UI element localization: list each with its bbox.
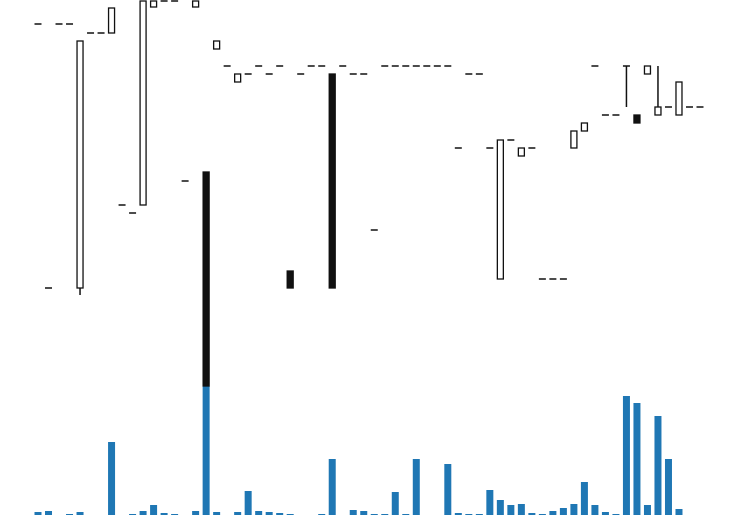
- volume-bar: [643, 505, 651, 515]
- volume-bar: [160, 513, 168, 515]
- candle-body: [633, 114, 641, 124]
- candle-body: [654, 106, 662, 116]
- candle-body: [580, 122, 589, 132]
- volume-bar: [549, 511, 557, 515]
- candle-body: [212, 40, 221, 50]
- volume-bar: [360, 511, 368, 515]
- volume-bar: [108, 442, 116, 515]
- volume-bar: [528, 513, 536, 515]
- volume-bar: [391, 492, 399, 515]
- candle-body: [191, 0, 200, 8]
- volume-bar: [412, 459, 420, 515]
- volume-bar: [244, 491, 252, 515]
- volume-bar: [591, 505, 599, 515]
- volume-bar: [580, 482, 588, 515]
- volume-bar: [496, 500, 504, 515]
- candle-body: [570, 130, 578, 149]
- candle-body: [496, 139, 504, 280]
- candle-body: [76, 40, 84, 289]
- candle-body: [328, 73, 336, 289]
- candle-body: [675, 81, 683, 116]
- volume-bar: [45, 511, 53, 515]
- candle-body: [139, 0, 147, 206]
- volume-bar: [349, 510, 357, 515]
- candle-body: [107, 7, 116, 34]
- volume-bar: [601, 512, 609, 515]
- volume-bar: [570, 504, 578, 515]
- volume-bar: [622, 396, 630, 515]
- volume-bar: [202, 386, 210, 515]
- volume-bar: [192, 511, 200, 515]
- volume-bar: [34, 512, 42, 515]
- volume-bar: [507, 505, 515, 515]
- candle-body: [202, 171, 210, 387]
- volume-bar: [255, 511, 263, 515]
- candle-body: [149, 0, 158, 8]
- volume-bar: [486, 490, 494, 515]
- volume-bar: [234, 512, 242, 515]
- volume-bar: [150, 505, 158, 515]
- volume-bar: [139, 511, 147, 515]
- volume-bar: [213, 512, 221, 515]
- volume-bar: [444, 464, 452, 515]
- candle-body: [517, 147, 526, 157]
- volume-bar: [559, 508, 567, 515]
- volume-bar: [664, 459, 672, 515]
- volume-bar: [328, 459, 336, 515]
- volume-bar: [654, 416, 662, 515]
- volume-bar: [276, 513, 284, 515]
- volume-bar: [76, 512, 84, 515]
- volume-bar: [633, 403, 641, 515]
- volume-bar: [454, 513, 462, 515]
- volume-bar: [675, 509, 683, 515]
- volume-bar: [517, 504, 525, 515]
- candle-body: [643, 65, 652, 75]
- candle-body: [286, 270, 294, 289]
- candle-body: [234, 73, 242, 83]
- volume-bar: [265, 512, 273, 515]
